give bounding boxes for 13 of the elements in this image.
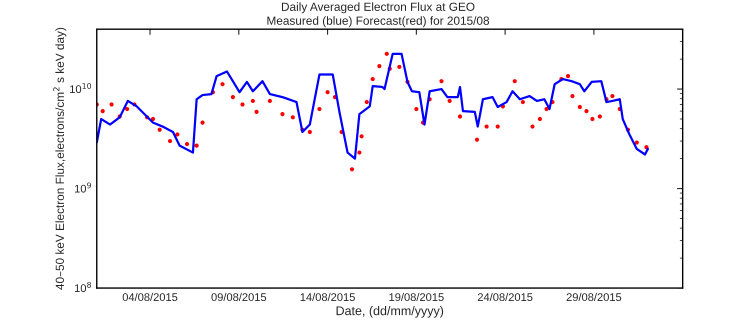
x-tick-label: 14/08/2015 [300, 292, 355, 302]
x-tick-label: 09/08/2015 [211, 292, 266, 302]
y-tick-label: 10$^{9}$ [74, 182, 91, 193]
chart-subtitle: Measured (blue) Forecast(red) for 2015/08 [267, 16, 490, 28]
x-axis-title: Date, (dd/mm/yyyy) [336, 306, 444, 318]
y-tick-label: 10$^{10}$ [70, 82, 92, 94]
y-axis-title: 40–50 keV Electron Flux,electrons/cm$^{2}$ s keV day) [53, 28, 66, 290]
x-tick-label: 29/08/2015 [566, 292, 622, 302]
y-tick-label: 10$^{8}$ [74, 282, 92, 292]
x-tick-label: 04/08/2015 [122, 292, 178, 302]
chart-title: Daily Averaged Electron Flux at GEO [282, 2, 474, 14]
x-tick-label: 19/08/2015 [389, 292, 444, 302]
x-tick-label: 24/08/2015 [478, 292, 532, 302]
